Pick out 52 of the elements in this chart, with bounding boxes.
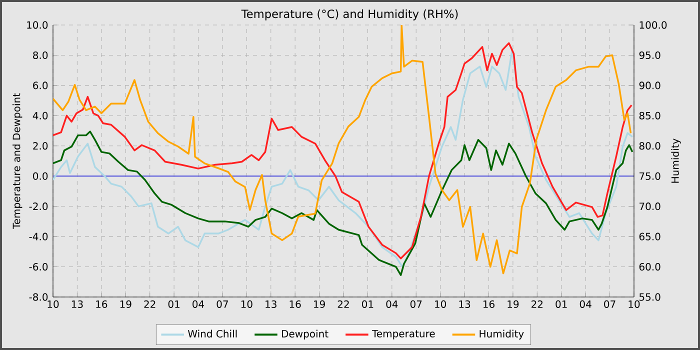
y-tick-label: 8.0: [33, 51, 48, 60]
legend-label: Dewpoint: [282, 330, 328, 340]
y-tick-label: 10.0: [27, 21, 48, 29]
y2-tick-label: 55.0: [639, 293, 660, 301]
x-tick-label: 07: [216, 300, 228, 308]
x-tick-label: 16: [483, 300, 494, 308]
x-tick-label: 22: [338, 300, 349, 308]
y2-tick-label: 90.0: [639, 82, 660, 90]
y2-tick-label: 75.0: [640, 172, 660, 180]
legend-label: Temperature: [372, 330, 435, 340]
x-tick-label: 13: [266, 300, 276, 308]
x-tick-label: 01: [168, 300, 180, 308]
x-tick-label: 22: [144, 300, 156, 308]
x-tick-label: 07: [410, 300, 422, 308]
x-tick-label: 10: [435, 300, 446, 308]
x-tick-label: 04: [386, 300, 398, 308]
y-tick-label: 0.0: [33, 172, 48, 180]
y2-axis-title: Humidity: [671, 138, 681, 183]
x-tick-label: 01: [362, 300, 374, 308]
x-tick-label: 19: [314, 300, 325, 308]
x-tick-label: 10: [628, 300, 640, 308]
x-tick-label: 16: [96, 300, 108, 308]
y-tick-label: -4.0: [29, 232, 48, 240]
y-tick-label: 6.0: [33, 82, 48, 90]
x-tick-label: 01: [556, 300, 567, 308]
x-tick-label: 19: [508, 300, 519, 308]
x-tick-label: 13: [459, 300, 470, 308]
x-tick-label: 04: [192, 300, 204, 308]
x-tick-label: 22: [532, 300, 543, 308]
legend-label: Humidity: [480, 330, 524, 340]
y-axis-title: Temperature and Dewpoint: [12, 93, 22, 230]
y2-tick-label: 80.0: [639, 142, 660, 150]
x-tick-label: 07: [604, 300, 616, 308]
y-tick-label: 2.0: [33, 142, 48, 150]
x-tick-label: 10: [241, 300, 252, 308]
x-tick-label: 16: [290, 300, 301, 308]
y2-tick-label: 100.0: [640, 21, 667, 29]
y2-tick-label: 85.0: [639, 112, 660, 120]
y2-tick-label: 95.0: [639, 51, 660, 60]
chart-title: Temperature (°C) and Humidity (RH%): [241, 9, 458, 20]
y-tick-label: -6.0: [29, 262, 48, 271]
x-tick-label: 13: [72, 300, 83, 308]
y-tick-label: -8.0: [29, 293, 48, 301]
x-tick-label: 19: [120, 300, 132, 308]
y-tick-label: -2.0: [29, 202, 48, 210]
legend-label: Wind Chill: [188, 330, 237, 338]
x-tick-label: 04: [580, 300, 592, 308]
x-tick-label: 10: [48, 300, 59, 308]
y2-tick-label: 70.0: [640, 202, 660, 210]
y-tick-label: 4.0: [32, 112, 48, 120]
y2-tick-label: 65.0: [639, 232, 660, 240]
y2-tick-label: 60.0: [639, 262, 660, 271]
